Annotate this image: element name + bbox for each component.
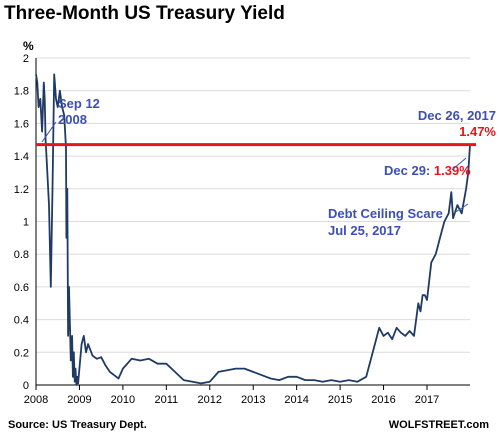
series-layer: [35, 73, 471, 386]
source-label: Source: US Treasury Dept.: [8, 419, 147, 431]
x-tick-label: 2011: [155, 394, 179, 406]
y-tick-label: 0.4: [14, 315, 29, 327]
y-tick-label: 0.6: [14, 282, 29, 294]
annotation-dec29: Dec 29: 1.39%: [384, 163, 471, 178]
annotation-dec26: Dec 26, 2017: [418, 108, 496, 123]
x-tick-label: 2010: [111, 394, 135, 406]
y-axis-label: %: [23, 39, 34, 53]
grid-lines: [36, 57, 470, 353]
annotation-debt-line1: Debt Ceiling Scare: [328, 206, 443, 221]
y-tick-label: 0.2: [14, 347, 29, 359]
yield-series-line: [35, 73, 471, 386]
annotation-dec29-value: 1.39%: [434, 163, 471, 178]
annotation-dec29-arrow: [451, 157, 467, 171]
x-tick-label: 2008: [24, 394, 48, 406]
tick-labels: 0 0.2 0.4 0.6 0.8 1 1.2 1.4 1.6 1.8 2 2008 2009 2010 2…: [14, 39, 440, 406]
annotation-dec29-label: Dec 29:: [384, 163, 434, 178]
annotation-debt-line2: Jul 25, 2017: [328, 223, 401, 238]
x-tick-label: 2009: [67, 394, 91, 406]
y-tick-label: 1.8: [14, 86, 29, 98]
x-tick-label: 2017: [415, 394, 439, 406]
annotation-debt-arrow: [453, 203, 469, 214]
annotation-sep12-line2: 2008: [58, 112, 87, 127]
chart-title: Three-Month US Treasury Yield: [4, 3, 285, 24]
y-tick-label: 0.8: [14, 249, 29, 261]
y-tick-label: 1.4: [14, 151, 29, 163]
x-tick-label: 2015: [328, 394, 352, 406]
y-tick-label: 1: [23, 217, 29, 229]
x-tick-label: 2012: [198, 394, 222, 406]
x-tick-label: 2016: [371, 394, 395, 406]
annotation-sep12-arrow: [41, 121, 57, 143]
y-tick-label: 1.6: [14, 118, 29, 130]
y-tick-label: 0: [23, 380, 29, 392]
x-tick-label: 2013: [241, 394, 265, 406]
axes: [35, 58, 470, 390]
annotation-sep12-line1: Sep 12: [58, 96, 100, 111]
y-tick-label: 1.2: [14, 184, 29, 196]
brand-label: WOLFSTREET.com: [388, 419, 489, 431]
annotation-dec26-value: 1.47%: [459, 124, 496, 139]
x-tick-label: 2014: [284, 394, 308, 406]
y-tick-label: 2: [23, 53, 29, 65]
